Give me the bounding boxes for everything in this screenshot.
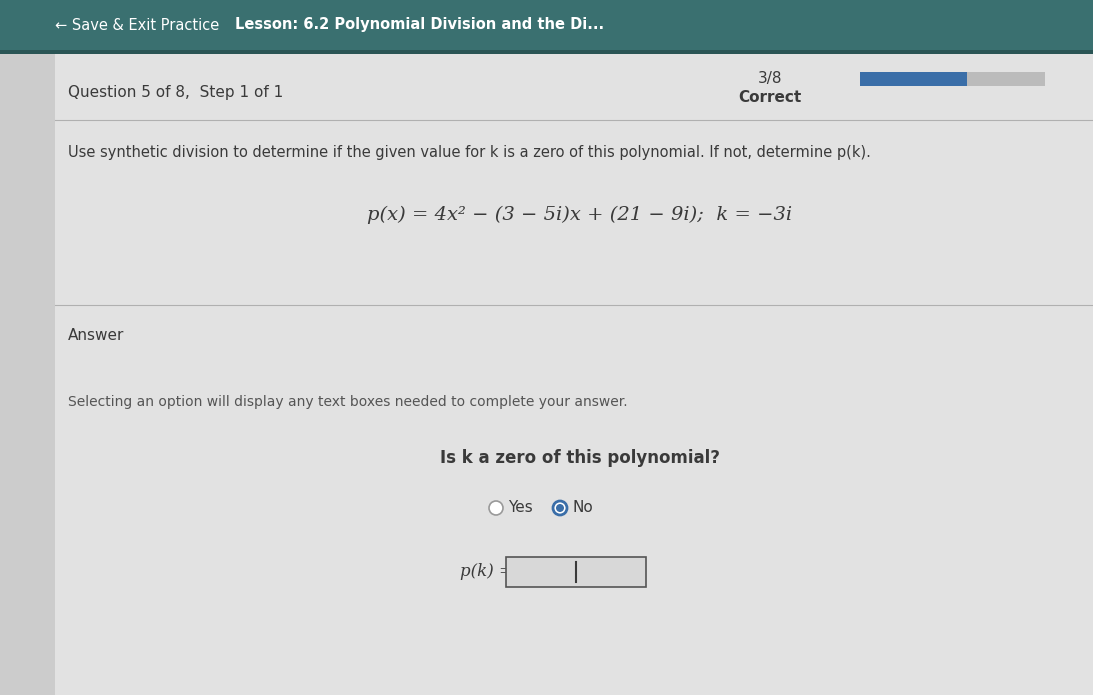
Text: Correct: Correct	[739, 90, 801, 106]
FancyBboxPatch shape	[0, 0, 1093, 50]
Text: ← Save & Exit Practice: ← Save & Exit Practice	[55, 17, 220, 33]
Text: Use synthetic division to determine if the given value for k is a zero of this p: Use synthetic division to determine if t…	[68, 145, 871, 161]
FancyBboxPatch shape	[860, 72, 967, 86]
Text: Answer: Answer	[68, 327, 125, 343]
Text: No: No	[572, 500, 592, 516]
Text: p(k) =: p(k) =	[460, 564, 513, 580]
Text: p(x) = 4x² − (3 − 5i)x + (21 − 9i);  k = −3i: p(x) = 4x² − (3 − 5i)x + (21 − 9i); k = …	[367, 206, 792, 224]
Circle shape	[489, 501, 503, 515]
FancyBboxPatch shape	[860, 72, 1045, 86]
Text: 3/8: 3/8	[757, 70, 783, 85]
Text: Lesson: 6.2 Polynomial Division and the Di...: Lesson: 6.2 Polynomial Division and the …	[235, 17, 604, 33]
Text: Yes: Yes	[508, 500, 532, 516]
Text: Question 5 of 8,  Step 1 of 1: Question 5 of 8, Step 1 of 1	[68, 85, 283, 99]
Text: Is k a zero of this polynomial?: Is k a zero of this polynomial?	[440, 449, 720, 467]
Circle shape	[556, 504, 564, 512]
Text: Selecting an option will display any text boxes needed to complete your answer.: Selecting an option will display any tex…	[68, 395, 627, 409]
FancyBboxPatch shape	[55, 54, 1093, 695]
Circle shape	[553, 501, 567, 515]
FancyBboxPatch shape	[506, 557, 646, 587]
FancyBboxPatch shape	[0, 50, 1093, 54]
